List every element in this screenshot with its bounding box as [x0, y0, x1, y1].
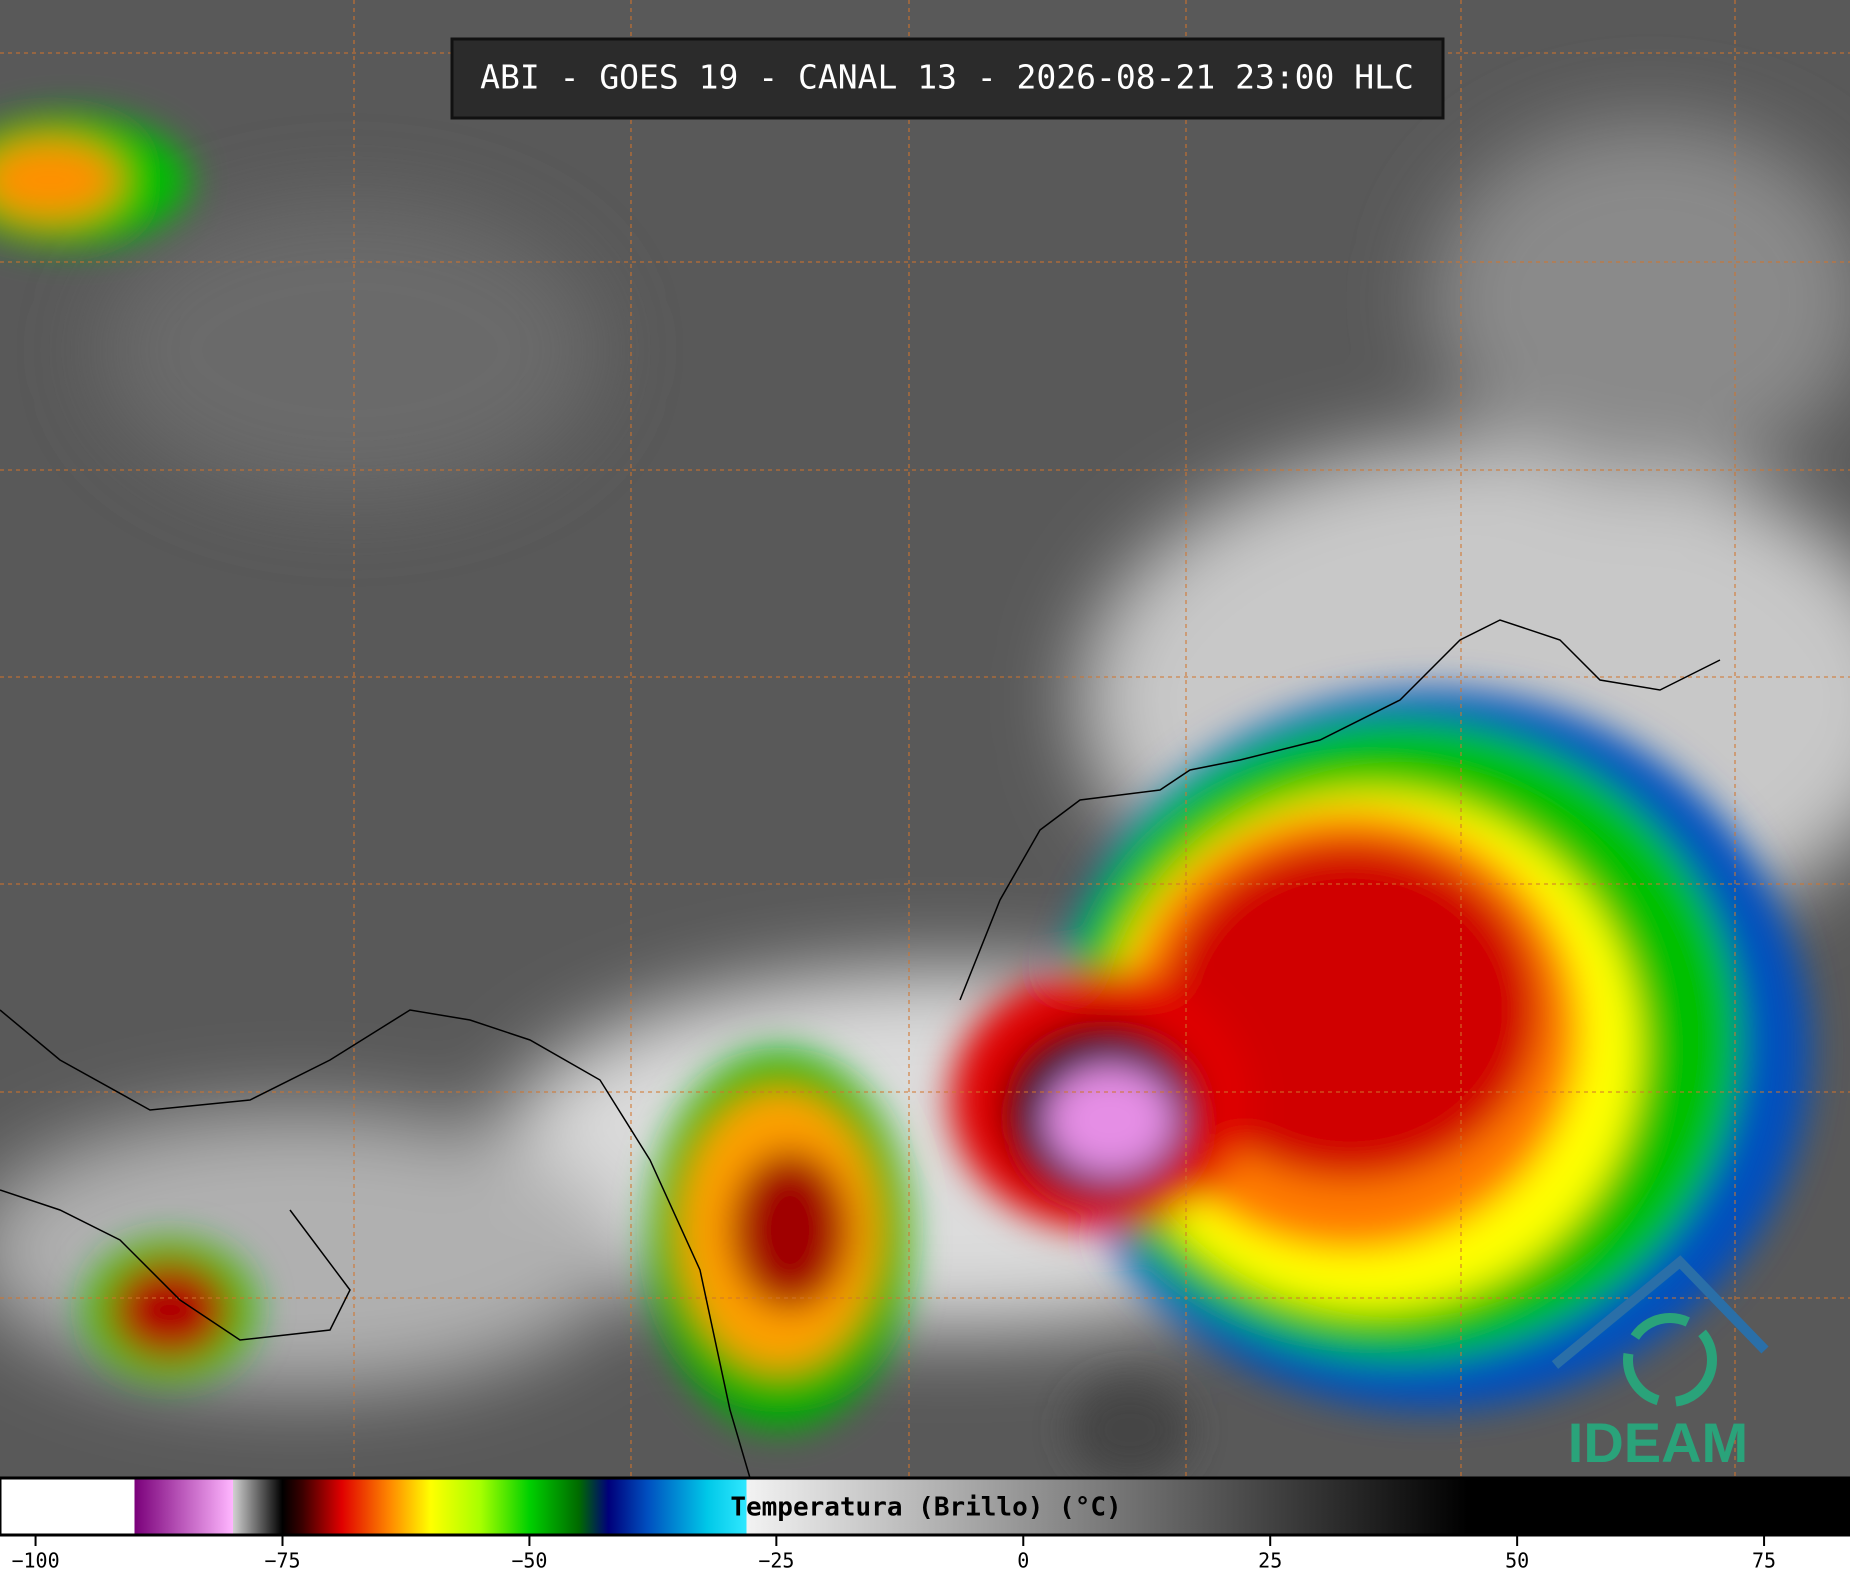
logo: IDEAM [1551, 1255, 1769, 1474]
coastlines [0, 619, 1721, 1479]
convective-cells [0, 115, 1810, 1480]
logo-text: IDEAM [1568, 1411, 1748, 1474]
tick-label: −50 [511, 1549, 547, 1573]
title-background [450, 37, 1445, 120]
tick-label: 50 [1505, 1549, 1529, 1573]
tick-label: −75 [264, 1549, 300, 1573]
tick-label: 25 [1258, 1549, 1282, 1573]
tick-label: −100 [11, 1549, 59, 1573]
tick-label: 75 [1752, 1549, 1776, 1573]
tick-label: −25 [758, 1549, 794, 1573]
title-box: ABI - GOES 19 - CANAL 13 - 2026-08-21 23… [450, 37, 1445, 120]
tick-label: 0 [1017, 1549, 1029, 1573]
imagery [0, 0, 1850, 1480]
colorbar-label: Temperatura (Brillo) (°C) [730, 1493, 1121, 1523]
logo-swirl [1623, 1313, 1717, 1407]
logo-roof [1551, 1255, 1769, 1369]
lat-lon-grid [0, 0, 1850, 1478]
colorbar: Temperatura (Brillo) (°C) −100 −75 −50 −25 0… [0, 1476, 1850, 1577]
colorbar-bar [0, 1476, 1850, 1537]
title: ABI - GOES 19 - CANAL 13 - 2026-08-21 23… [480, 58, 1414, 97]
